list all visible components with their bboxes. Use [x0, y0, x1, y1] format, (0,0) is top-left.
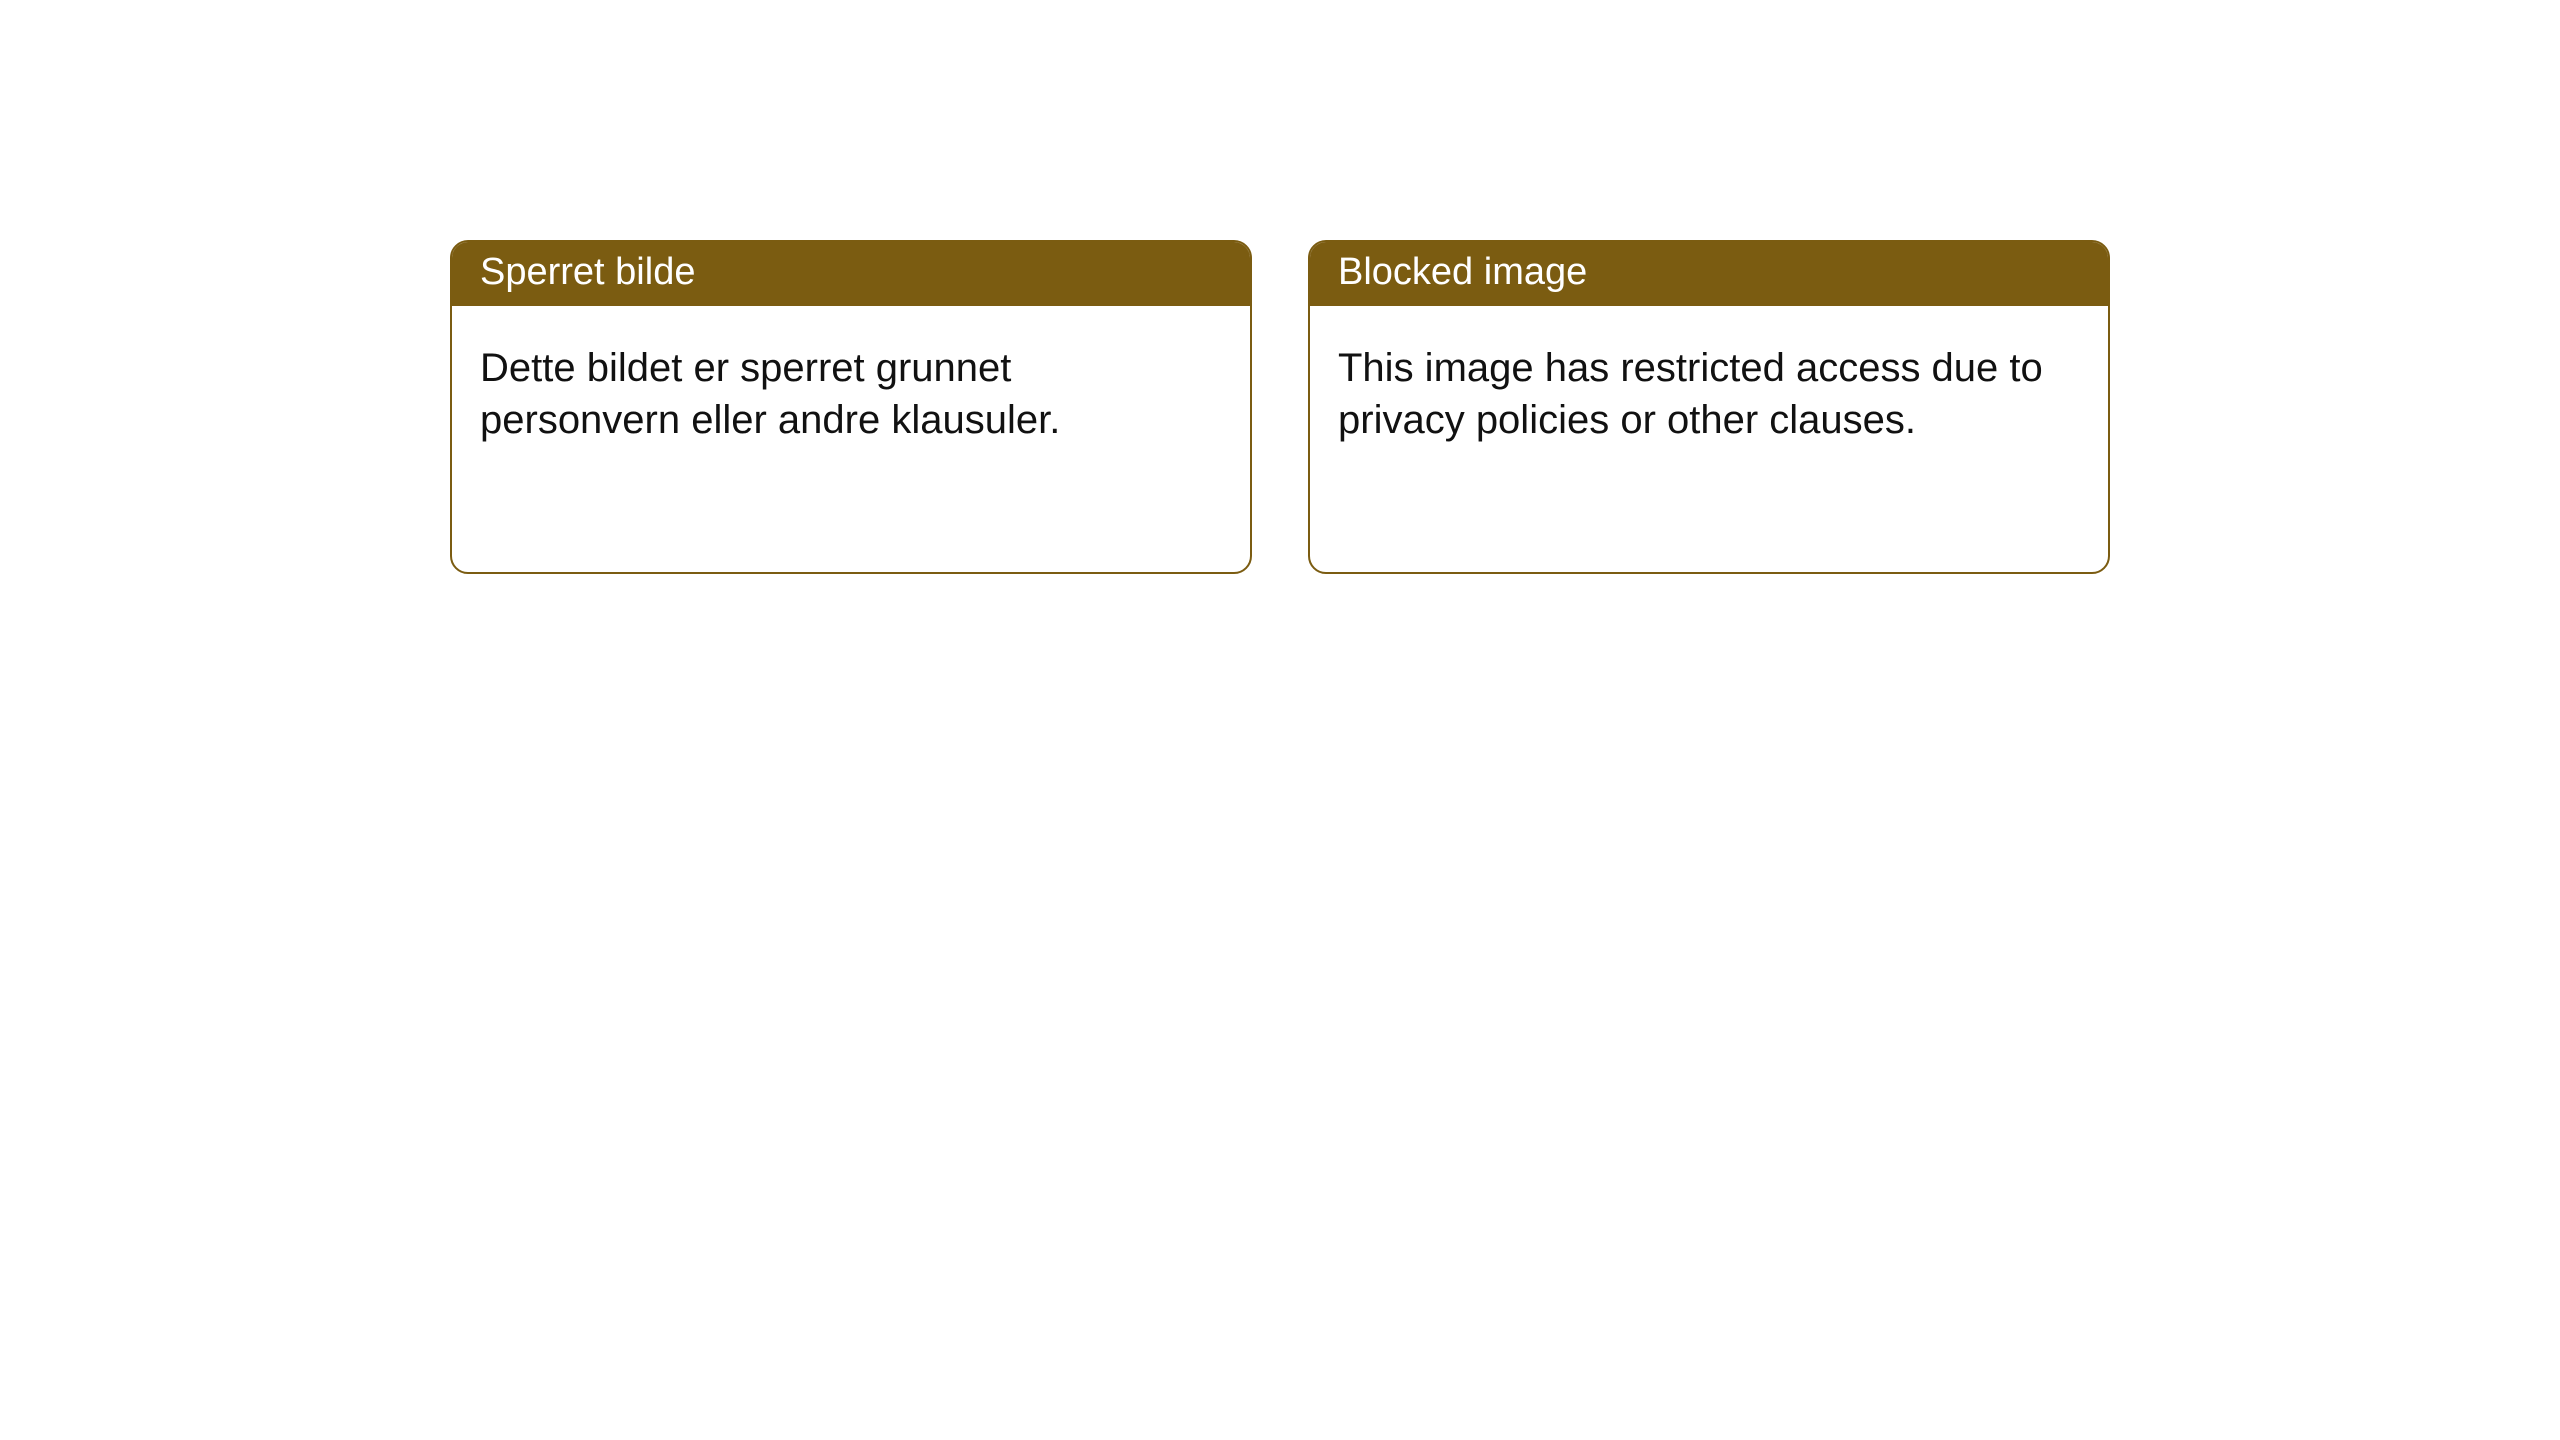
blocked-image-cards-row: Sperret bilde Dette bildet er sperret gr… [450, 240, 2560, 574]
card-header-no: Sperret bilde [452, 242, 1250, 306]
card-header-en: Blocked image [1310, 242, 2108, 306]
card-body-no: Dette bildet er sperret grunnet personve… [452, 306, 1250, 474]
blocked-image-card-no: Sperret bilde Dette bildet er sperret gr… [450, 240, 1252, 574]
card-body-en: This image has restricted access due to … [1310, 306, 2108, 474]
blocked-image-card-en: Blocked image This image has restricted … [1308, 240, 2110, 574]
